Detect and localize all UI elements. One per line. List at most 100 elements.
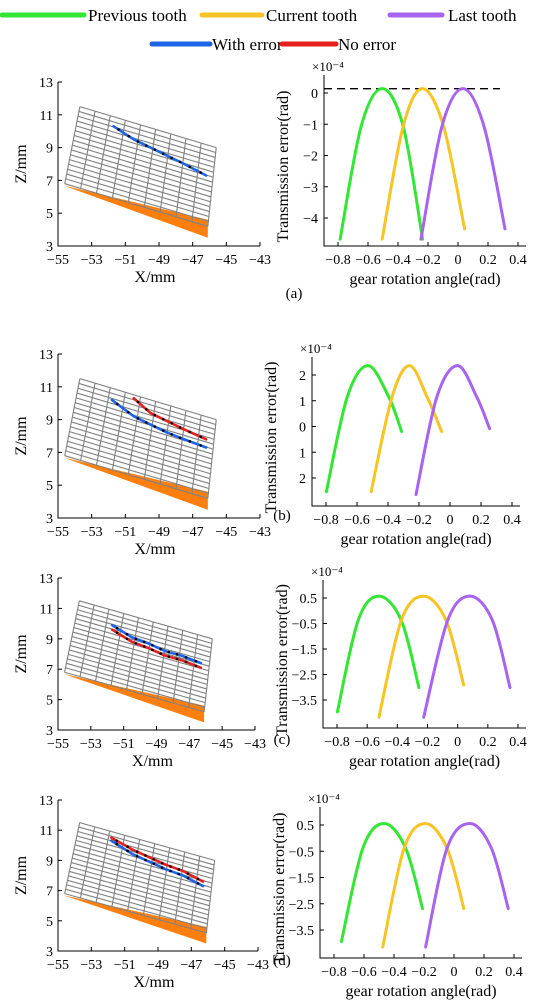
mesh-grid-line (207, 419, 217, 499)
contact-point-marker (145, 408, 148, 411)
contact-path-line (110, 398, 208, 449)
contact-point-marker (136, 400, 140, 404)
y-multiplier: ×10⁻⁴ (308, 791, 340, 806)
y-tick-label: 5 (46, 479, 53, 494)
tooth-surface-wedge (62, 673, 205, 723)
y-tick-label: −1.5 (292, 643, 317, 658)
mesh-axes (57, 578, 255, 731)
mesh-grid-line (74, 844, 213, 884)
mesh-grid-line (69, 870, 210, 911)
contact-point-marker (115, 626, 119, 630)
mesh-grid-line (78, 826, 215, 866)
mesh-grid-line (73, 627, 210, 667)
x-tick-label: 0.4 (509, 253, 527, 268)
y-tick-label: 11 (40, 381, 53, 396)
tooth-surface-wedge (63, 895, 207, 944)
te-plot: −0.8 −0.6 −0.4 −0.2 0 0.2 0.4 0.5 −0.5 −1.5 −2.5 −3… (271, 791, 523, 1000)
contact-point-marker (184, 656, 188, 659)
te-curve (338, 87, 425, 241)
x-tick-label: −53 (81, 253, 103, 268)
mesh-grid-line (74, 130, 214, 173)
mesh-grid-line (77, 115, 216, 158)
y-axis-label: Z/mm (13, 416, 30, 456)
contact-point-marker (115, 842, 119, 846)
contact-point-marker (188, 440, 192, 443)
mesh-grid-line (74, 402, 214, 445)
mesh-grid-line (79, 600, 213, 640)
mesh-grid-line (70, 640, 208, 681)
x-tick-label: −0.2 (415, 253, 440, 268)
contact-point-marker (199, 171, 202, 174)
x-tick-label: −0.2 (415, 735, 440, 750)
mesh-grid-line (76, 120, 215, 163)
y-tick-label: 0 (311, 87, 318, 102)
contact-point-marker (127, 134, 130, 138)
x-tick-label: −0.6 (344, 513, 369, 528)
y-axis-label: Transmission error(rad) (271, 813, 288, 965)
mesh-grid-line (65, 888, 208, 929)
x-tick-label: −49 (147, 958, 169, 973)
contact-point-marker (144, 858, 147, 862)
x-tick-label: −51 (114, 253, 136, 268)
y-tick-label: 3 (46, 240, 53, 255)
mesh-grid-line (76, 392, 215, 435)
y-axis-label: Transmission error(rad) (275, 91, 292, 243)
y-tick-label: 5 (46, 207, 53, 222)
mesh-grid-line (70, 866, 210, 907)
mesh-grid-line (73, 411, 213, 455)
legend-label: With error (212, 35, 283, 54)
mesh-axes (57, 354, 260, 519)
contact-point-marker (117, 128, 120, 131)
x-tick-label: −43 (249, 525, 271, 540)
contact-point-marker (178, 436, 182, 439)
te-axes (319, 807, 522, 959)
te-plot: −0.8 −0.6 −0.4 −0.2 0 0.2 0.4 0.5 −0.5 −1.5 −2.5 −3… (274, 564, 527, 770)
y-tick-label: −0.5 (289, 845, 314, 860)
x-tick-label: −0.4 (385, 735, 410, 750)
panel-c: −55 −53 −51 −49 −47 −45 −43 13 11 9 7 5 3 X/mm Z/mm −0.… (13, 564, 527, 770)
y-tick-label: 9 (46, 633, 53, 648)
mesh-grid (64, 106, 217, 227)
mesh-grid-line (68, 653, 207, 695)
y-tick-label: 7 (46, 446, 53, 461)
contact-point-marker (152, 862, 156, 866)
contact-point-marker (160, 866, 164, 869)
mesh-grid-line (75, 618, 211, 658)
contact-point-marker (161, 429, 165, 432)
contact-point-marker (175, 657, 179, 661)
y-tick-label: 1 (299, 446, 306, 461)
x-tick-label: −43 (244, 737, 266, 752)
y-tick-label: 13 (39, 76, 53, 91)
contact-point-marker (170, 421, 173, 425)
y-tick-label: −2.5 (289, 898, 314, 913)
x-tick-label: −0.4 (385, 253, 410, 268)
contact-point-marker (177, 868, 181, 871)
y-tick-label: −4 (303, 212, 318, 227)
x-tick-label: −45 (215, 253, 237, 268)
x-tick-label: −0.6 (355, 253, 380, 268)
contact-point-marker (153, 148, 157, 151)
x-tick-label: 0.2 (479, 253, 497, 268)
y-axis-label: Z/mm (13, 144, 30, 184)
x-axis-label: gear rotation angle(rad) (340, 531, 491, 548)
x-tick-label: 0.4 (505, 965, 523, 980)
contact-point-marker (152, 857, 156, 861)
legend-label: No error (338, 35, 396, 54)
x-tick-label: −45 (211, 737, 233, 752)
y-tick-label: −2.5 (292, 669, 317, 684)
y-tick-label: 5 (46, 694, 53, 709)
y-tick-label: 0 (299, 421, 306, 436)
mesh-grid-line (69, 644, 208, 685)
mesh-grid-line (78, 110, 216, 154)
te-curve (414, 364, 492, 497)
x-tick-label: −0.6 (354, 735, 379, 750)
x-tick-label: −45 (214, 958, 236, 973)
x-tick-label: 0 (455, 253, 462, 268)
contact-point-marker (186, 876, 190, 880)
panel-a: −55 −53 −51 −49 −47 −45 −43 13 11 9 7 5 3 X/mm Z/mm −0.… (13, 59, 527, 302)
contact-point-marker (199, 444, 202, 447)
mesh-grid-line (66, 662, 206, 704)
contact-point-marker (178, 160, 182, 164)
mesh-plot: −55 −53 −51 −49 −47 −45 −43 13 11 9 7 5 3 X/mm Z/mm (13, 348, 271, 558)
